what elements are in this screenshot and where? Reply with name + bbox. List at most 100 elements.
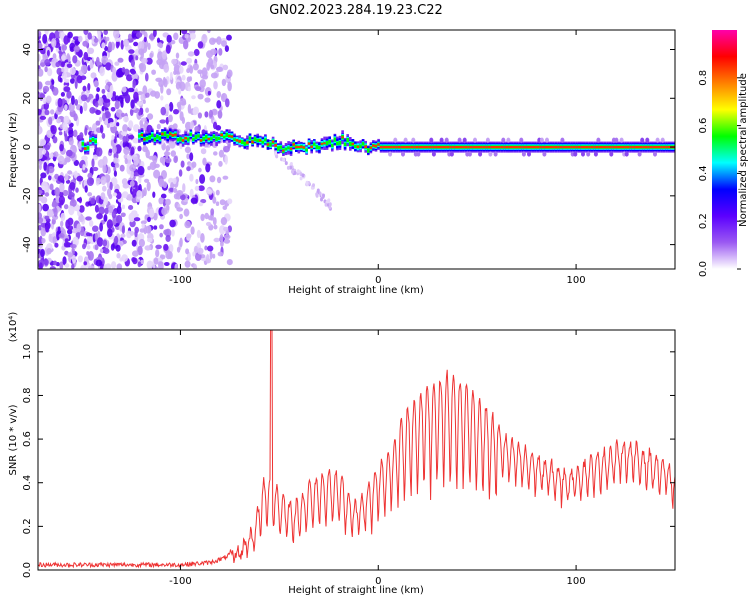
noise-speckle xyxy=(50,125,57,135)
echo-trail xyxy=(296,169,300,174)
ridge-halo xyxy=(560,137,565,143)
noise-speckle xyxy=(104,84,109,91)
ridge-segment xyxy=(439,146,442,149)
spectrogram-x-tick-label: 0 xyxy=(375,275,381,286)
noise-speckle xyxy=(186,68,191,74)
ridge-segment xyxy=(243,141,247,146)
ridge-segment xyxy=(482,146,486,149)
noise-speckle xyxy=(94,232,98,242)
noise-speckle xyxy=(160,95,164,101)
noise-speckle xyxy=(220,217,228,226)
noise-speckle xyxy=(135,55,139,61)
noise-speckle xyxy=(71,254,77,264)
ridge-segment xyxy=(572,146,576,149)
noise-speckle xyxy=(108,205,114,214)
noise-speckle xyxy=(131,210,138,215)
ridge-segment xyxy=(475,146,478,149)
ridge-segment xyxy=(390,146,393,149)
noise-speckle xyxy=(89,220,94,227)
noise-speckle xyxy=(182,183,186,193)
noise-speckle xyxy=(41,238,46,244)
noise-speckle xyxy=(212,217,217,226)
noise-speckle xyxy=(145,57,153,65)
noise-speckle xyxy=(147,216,151,223)
noise-speckle xyxy=(131,257,136,263)
noise-speckle xyxy=(64,263,70,268)
noise-speckle xyxy=(73,129,78,138)
noise-speckle xyxy=(184,260,191,268)
noise-speckle xyxy=(190,197,198,204)
noise-speckle xyxy=(121,86,127,93)
noise-speckle xyxy=(212,253,216,259)
noise-speckle xyxy=(137,261,142,268)
snr-panel: -100 0 100 0.0 0.2 0.4 0.6 0.8 1.0 Height of st… xyxy=(8,312,676,596)
noise-speckle xyxy=(116,214,123,224)
echo-trail xyxy=(328,205,332,210)
ridge-segment xyxy=(385,146,388,149)
noise-speckle xyxy=(78,215,85,223)
echo-trail xyxy=(289,165,293,170)
noise-speckle xyxy=(110,107,116,112)
ridge-halo xyxy=(593,151,598,157)
noise-speckle xyxy=(125,74,133,82)
ridge-segment xyxy=(436,146,439,149)
ridge-segment xyxy=(192,137,195,141)
ridge-segment xyxy=(197,134,200,138)
ridge-segment xyxy=(181,139,185,142)
ridge-segment xyxy=(210,137,213,141)
noise-speckle xyxy=(207,57,214,67)
noise-speckle xyxy=(53,151,59,158)
echo-trail xyxy=(286,165,290,170)
ridge-halo xyxy=(457,137,462,143)
noise-speckle xyxy=(189,65,194,74)
ridge-segment xyxy=(169,133,172,135)
noise-speckle xyxy=(38,224,42,231)
noise-speckle xyxy=(165,234,171,242)
noise-speckle xyxy=(102,113,106,122)
ridge-segment xyxy=(477,146,481,149)
noise-speckle xyxy=(157,51,164,61)
noise-speckle xyxy=(131,188,137,198)
noise-speckle xyxy=(40,47,46,55)
noise-speckle xyxy=(138,48,145,55)
ridge-segment xyxy=(338,140,342,145)
noise-speckle xyxy=(96,237,104,247)
colorbar-label: Normalized spectral amplitude xyxy=(738,73,749,227)
noise-speckle xyxy=(95,120,101,126)
noise-speckle xyxy=(39,93,46,99)
ridge-halo xyxy=(660,137,665,143)
colorbar-tick-label: 0.6 xyxy=(698,118,709,134)
noise-speckle xyxy=(209,175,216,183)
noise-speckle xyxy=(72,228,79,234)
noise-speckle xyxy=(64,134,68,142)
noise-speckle xyxy=(184,220,191,229)
noise-speckle xyxy=(180,160,185,168)
noise-speckle xyxy=(115,244,121,252)
echo-trail xyxy=(284,161,288,166)
noise-speckle xyxy=(74,99,79,106)
noise-speckle xyxy=(38,163,42,171)
noise-speckle xyxy=(87,192,93,197)
ridge-segment xyxy=(220,133,223,137)
ridge-segment xyxy=(295,146,298,148)
noise-speckle xyxy=(204,212,209,220)
echo-trail xyxy=(312,183,315,188)
snr-y-tick-label: 0.6 xyxy=(22,431,33,447)
noise-speckle xyxy=(128,212,135,223)
noise-speckle xyxy=(223,238,231,244)
noise-speckle xyxy=(116,122,120,127)
noise-speckle xyxy=(128,49,135,54)
ridge-segment xyxy=(346,138,349,143)
echo-trail xyxy=(299,176,303,181)
noise-speckle xyxy=(168,140,176,149)
ridge-segment xyxy=(639,146,643,149)
ridge-segment xyxy=(655,146,658,149)
noise-speckle xyxy=(63,204,69,210)
noise-speckle xyxy=(102,239,108,247)
noise-speckle xyxy=(153,169,161,179)
noise-speckle xyxy=(67,252,73,258)
noise-speckle xyxy=(165,44,171,54)
ridge-segment xyxy=(359,144,362,148)
noise-speckle xyxy=(207,90,211,96)
ridge-segment xyxy=(349,141,352,147)
